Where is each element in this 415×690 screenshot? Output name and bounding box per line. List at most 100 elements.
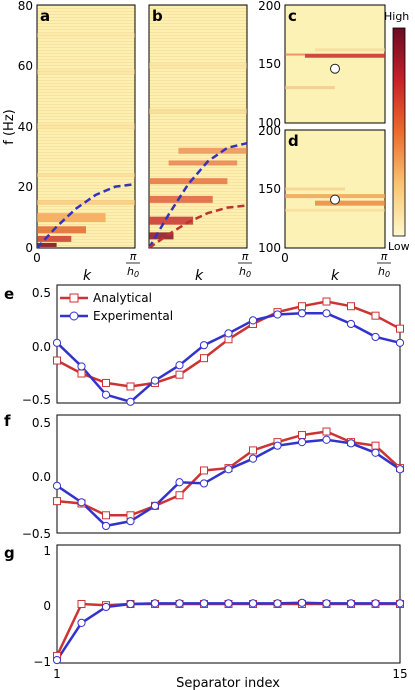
heatmap-band (149, 178, 228, 185)
point-experimental (126, 599, 135, 609)
point-analytical (102, 511, 110, 520)
legend-e: Analytical Experimental (60, 291, 173, 323)
point-analytical (322, 427, 331, 436)
xtick-a-pi-over-h0: π h0 (126, 250, 140, 279)
legend-experimental-label: Experimental (93, 309, 173, 323)
point-experimental (101, 602, 111, 612)
heatmap-band (149, 108, 247, 114)
point-experimental (175, 361, 184, 370)
heatmap-band (285, 53, 305, 56)
ytick-c-100: 100 (258, 116, 281, 130)
svg-text:π: π (130, 250, 137, 263)
heatmap-band (285, 208, 385, 212)
series-line-experimental (55, 601, 400, 661)
heatmap-band (37, 33, 135, 38)
heatmap-band (37, 226, 86, 234)
ytick-c-150: 150 (258, 57, 281, 71)
point-analytical (371, 441, 380, 450)
legend-analytical-marker (69, 293, 79, 303)
heatmap-band (305, 53, 385, 58)
point-experimental (52, 338, 62, 347)
colorbar-high-label: High (384, 10, 409, 23)
heatmap-band (149, 195, 213, 203)
point-analytical (53, 497, 61, 506)
xtick-g-first: 1 (53, 667, 61, 681)
y-axis-f: 0.5 0.0 −0.5 (22, 416, 51, 541)
series-line-analytical (55, 602, 400, 657)
heatmap-band (168, 160, 238, 166)
series-group-e (52, 297, 405, 406)
x-axis-label-d: k (331, 268, 340, 284)
plot-frame-f (56, 414, 401, 534)
panel-label-f: f (4, 412, 11, 430)
panel-d: d 100 150 200 0 k π h0 (258, 124, 391, 284)
svg-text:h0: h0 (378, 265, 390, 279)
heatmap-band (315, 48, 385, 52)
legend-experimental-marker (69, 311, 79, 321)
ytick-e-bot: −0.5 (22, 393, 51, 407)
colorbar: High Low (384, 10, 410, 253)
panel-label-a: a (40, 7, 50, 25)
x-axis-label-a: k (83, 268, 92, 284)
ytick-a-0: 0 (25, 241, 33, 255)
point-analytical (200, 354, 208, 363)
point-experimental (273, 310, 282, 319)
point-analytical (322, 297, 331, 306)
point-experimental (297, 438, 307, 447)
series-group-g (52, 598, 405, 665)
point-analytical (347, 302, 355, 311)
panel-e: e 0.5 0.0 −0.5 Analytical Experimental (4, 284, 405, 407)
ytick-f-top: 0.5 (32, 416, 51, 430)
ytick-d-200: 200 (258, 124, 281, 138)
ytick-c-200: 200 (258, 0, 281, 13)
panel-label-g: g (4, 544, 15, 562)
point-experimental (150, 376, 160, 385)
panel-c: c 100 150 200 (258, 0, 386, 130)
svg-text:π: π (381, 250, 388, 263)
ytick-a-60: 60 (18, 59, 33, 73)
legend-analytical-label: Analytical (93, 291, 152, 305)
xtick-g-last: 15 (392, 667, 407, 681)
point-experimental (297, 309, 307, 318)
point-experimental (77, 362, 86, 371)
xtick-d-pi-over-h0: π h0 (377, 250, 391, 279)
series-group-f (52, 427, 405, 531)
mode-marker-c (330, 63, 340, 74)
point-experimental (248, 599, 258, 608)
heatmap-band (149, 216, 194, 225)
point-experimental (199, 599, 209, 608)
ytick-f-mid: 0.0 (32, 470, 51, 484)
y-axis-a: 0 20 40 60 80 (18, 0, 33, 255)
point-experimental (273, 441, 282, 450)
ytick-a-40: 40 (18, 120, 33, 134)
point-experimental (175, 599, 184, 608)
point-analytical (371, 311, 380, 320)
panel-b: b k π h0 (147, 4, 252, 284)
point-analytical (77, 600, 86, 608)
svg-text:π: π (242, 250, 249, 263)
point-experimental (395, 599, 405, 608)
point-experimental (248, 316, 258, 325)
panel-label-d: d (288, 132, 299, 150)
point-experimental (126, 397, 135, 406)
ytick-e-mid: 0.0 (32, 340, 51, 354)
heatmap-band (37, 123, 135, 130)
x-axis-label-b: k (195, 268, 204, 284)
point-experimental (322, 599, 331, 608)
point-experimental (175, 478, 184, 487)
panel-label-e: e (4, 285, 14, 303)
panel-g: g 1 0 −1 1 15 Separator index (4, 544, 408, 690)
point-experimental (77, 618, 86, 627)
heatmap-a-background (36, 4, 136, 249)
point-analytical (396, 324, 404, 333)
y-axis-e: 0.5 0.0 −0.5 (22, 286, 51, 407)
svg-text:h0: h0 (239, 265, 251, 279)
heatmap-band (37, 242, 57, 247)
colorbar-low-label: Low (388, 240, 410, 253)
colorbar-gradient (392, 27, 406, 237)
panel-f: f 0.5 0.0 −0.5 (4, 412, 405, 541)
ytick-d-100: 100 (258, 241, 281, 255)
heatmap-band (37, 173, 135, 178)
panel-label-c: c (288, 7, 297, 25)
